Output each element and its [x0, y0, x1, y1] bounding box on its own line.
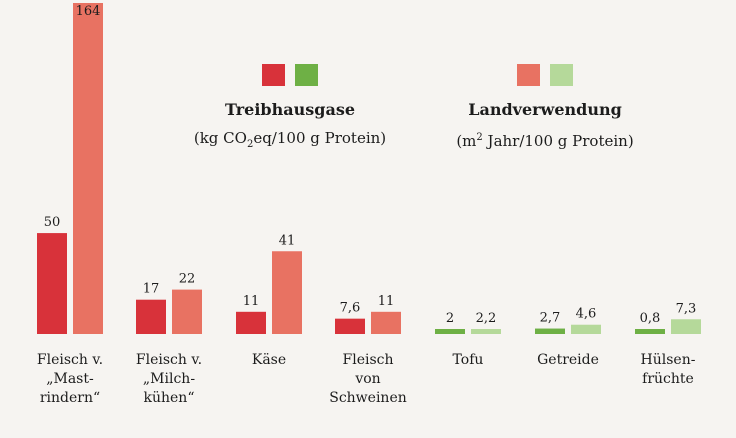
category-label-0: „Mast- [46, 371, 94, 387]
bar-land-2 [272, 251, 302, 334]
category-label-0: rindern“ [40, 390, 100, 406]
bar-land-6 [671, 319, 701, 334]
bar-greenhouse-4 [435, 329, 465, 334]
bar-greenhouse-0 [37, 233, 67, 334]
data-label-greenhouse-5: 2,7 [540, 311, 561, 326]
data-label-greenhouse-6: 0,8 [640, 311, 661, 326]
data-label-greenhouse-4: 2 [446, 311, 454, 326]
category-label-3: Fleisch [343, 352, 394, 368]
legend-greenhouse-gases: Treibhausgase (kg CO2eq/100 g Protein) [185, 64, 395, 155]
category-label-3: Schweinen [329, 390, 407, 406]
category-label-1: „Milch- [143, 371, 195, 387]
data-label-land-2: 41 [279, 233, 296, 248]
category-label-2: Käse [252, 352, 286, 368]
data-label-greenhouse-0: 50 [44, 215, 61, 230]
bar-land-0 [73, 3, 103, 334]
category-label-5: Getreide [537, 352, 599, 368]
bar-greenhouse-3 [335, 318, 365, 334]
category-label-1: kühen“ [144, 390, 195, 406]
data-label-greenhouse-3: 7,6 [340, 301, 361, 316]
bar-greenhouse-2 [236, 311, 266, 334]
legend-unit-greenhouse-gases: (kg CO2eq/100 g Protein) [193, 129, 387, 150]
bar-land-5 [571, 324, 601, 334]
data-label-land-6: 7,3 [676, 301, 697, 316]
legend-swatch-light-red [517, 64, 540, 86]
legend-swatch-green [295, 64, 318, 86]
data-label-land-4: 2,2 [476, 311, 497, 326]
bar-greenhouse-1 [136, 299, 166, 334]
legend-title-land-use: Landverwendung [468, 100, 622, 119]
bar-land-1 [172, 289, 202, 334]
legend-unit-land-use: (m2 Jahr/100 g Protein) [456, 132, 634, 150]
category-label-3: von [354, 371, 380, 387]
category-label-6: früchte [642, 371, 694, 387]
legend-land-use: Landverwendung (m2 Jahr/100 g Protein) [440, 64, 650, 151]
category-label-1: Fleisch v. [136, 352, 202, 368]
bar-greenhouse-5 [535, 328, 565, 334]
bar-land-3 [371, 311, 401, 334]
bar-land-4 [471, 329, 501, 334]
data-label-land-0: 164 [76, 4, 101, 19]
data-label-land-3: 11 [378, 294, 395, 309]
category-label-6: Hülsen- [641, 352, 696, 368]
category-label-4: Tofu [453, 352, 484, 368]
legend-title-greenhouse-gases: Treibhausgase [225, 100, 355, 119]
bar-greenhouse-6 [635, 329, 665, 334]
legend-swatch-red [262, 64, 285, 86]
data-label-greenhouse-2: 11 [243, 294, 260, 309]
data-label-land-1: 22 [179, 272, 196, 287]
data-label-land-5: 4,6 [576, 307, 597, 322]
legend-swatch-light-green [550, 64, 573, 86]
data-label-greenhouse-1: 17 [143, 282, 160, 297]
category-label-0: Fleisch v. [37, 352, 103, 368]
